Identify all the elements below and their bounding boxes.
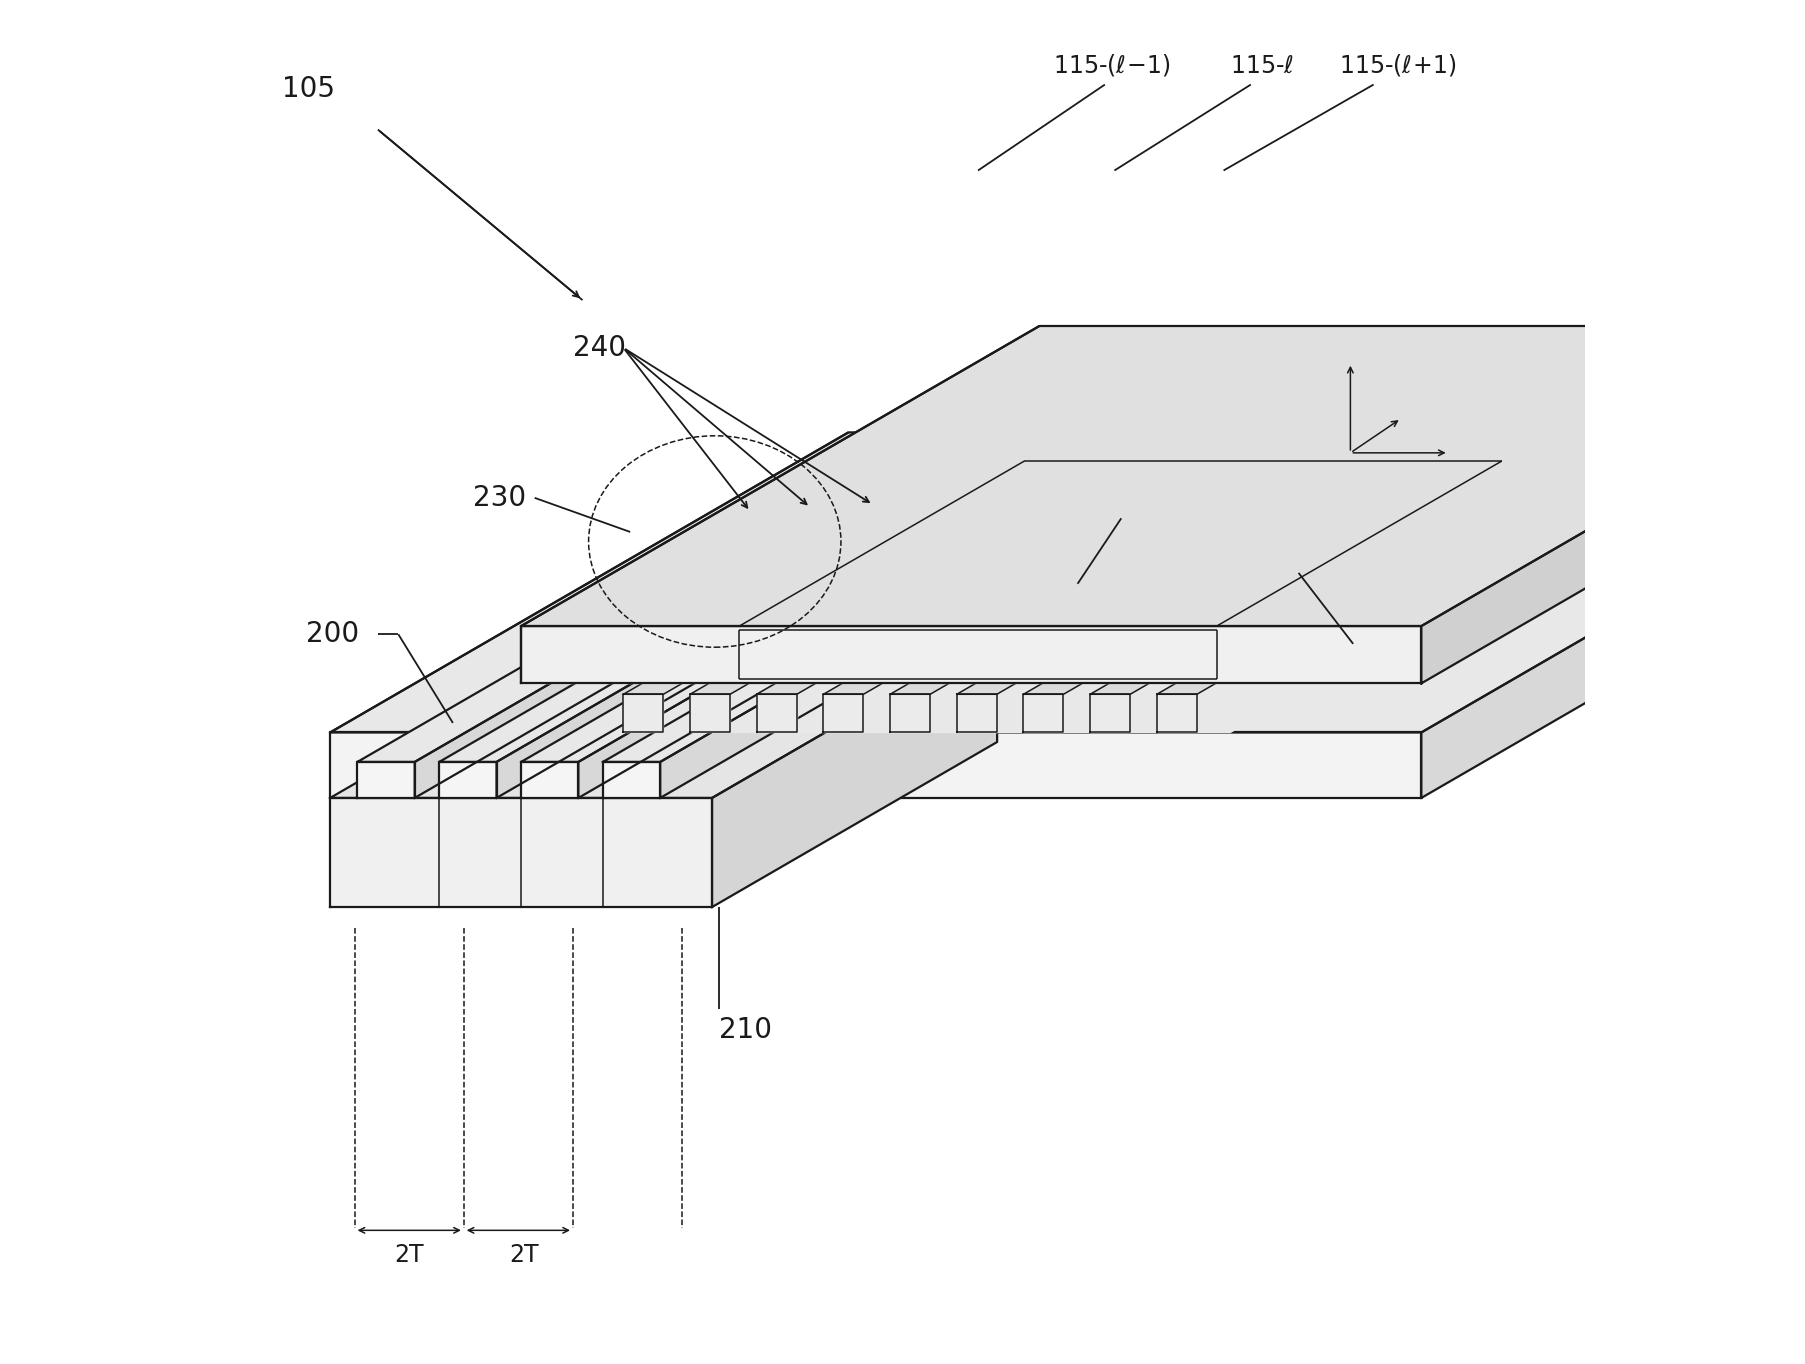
Polygon shape xyxy=(690,694,729,732)
Polygon shape xyxy=(522,612,838,762)
Polygon shape xyxy=(330,633,996,798)
Text: 220: 220 xyxy=(1359,634,1412,662)
Text: 250: 250 xyxy=(1078,580,1130,607)
Polygon shape xyxy=(756,694,796,732)
Polygon shape xyxy=(890,394,1448,694)
Polygon shape xyxy=(957,694,996,732)
Polygon shape xyxy=(439,762,496,798)
Polygon shape xyxy=(1023,694,1063,732)
Polygon shape xyxy=(522,762,578,798)
Polygon shape xyxy=(756,394,1314,694)
Polygon shape xyxy=(439,612,754,762)
Text: $115\text{-}\ell$: $115\text{-}\ell$ xyxy=(1229,53,1294,78)
Polygon shape xyxy=(330,432,1805,732)
Text: 200: 200 xyxy=(305,621,359,648)
Text: 240: 240 xyxy=(572,334,626,361)
Polygon shape xyxy=(1421,432,1805,798)
Polygon shape xyxy=(496,612,754,798)
Text: 2T: 2T xyxy=(393,1243,424,1267)
Polygon shape xyxy=(623,394,1180,694)
Polygon shape xyxy=(1157,694,1197,732)
Polygon shape xyxy=(623,694,662,732)
Polygon shape xyxy=(616,432,1747,732)
Polygon shape xyxy=(603,612,919,762)
Polygon shape xyxy=(357,612,673,762)
Polygon shape xyxy=(1157,394,1715,694)
Polygon shape xyxy=(1090,694,1130,732)
Text: $115\text{-}(\ell\!+\!1)$: $115\text{-}(\ell\!+\!1)$ xyxy=(1339,52,1457,79)
Polygon shape xyxy=(1090,394,1648,694)
Polygon shape xyxy=(578,612,838,798)
Polygon shape xyxy=(823,694,863,732)
Polygon shape xyxy=(1421,326,1805,683)
Polygon shape xyxy=(1023,394,1581,694)
Text: 230: 230 xyxy=(473,484,527,512)
Polygon shape xyxy=(330,732,1421,798)
Polygon shape xyxy=(890,694,930,732)
Text: Y: Y xyxy=(1475,468,1489,492)
Text: Z: Z xyxy=(1361,390,1377,415)
Text: 105: 105 xyxy=(282,75,336,102)
Polygon shape xyxy=(690,394,1247,694)
Polygon shape xyxy=(823,394,1381,694)
Text: 210: 210 xyxy=(718,1016,771,1043)
Polygon shape xyxy=(330,798,711,907)
Polygon shape xyxy=(522,326,1805,626)
Text: X: X xyxy=(1390,458,1406,483)
Polygon shape xyxy=(522,626,1421,683)
Polygon shape xyxy=(957,394,1514,694)
Text: 2T: 2T xyxy=(509,1243,538,1267)
Polygon shape xyxy=(603,762,661,798)
Polygon shape xyxy=(661,612,919,798)
Polygon shape xyxy=(357,762,415,798)
Polygon shape xyxy=(415,612,673,798)
Text: $115\text{-}(\ell\!-\!1)$: $115\text{-}(\ell\!-\!1)$ xyxy=(1052,52,1170,79)
Polygon shape xyxy=(711,633,996,907)
